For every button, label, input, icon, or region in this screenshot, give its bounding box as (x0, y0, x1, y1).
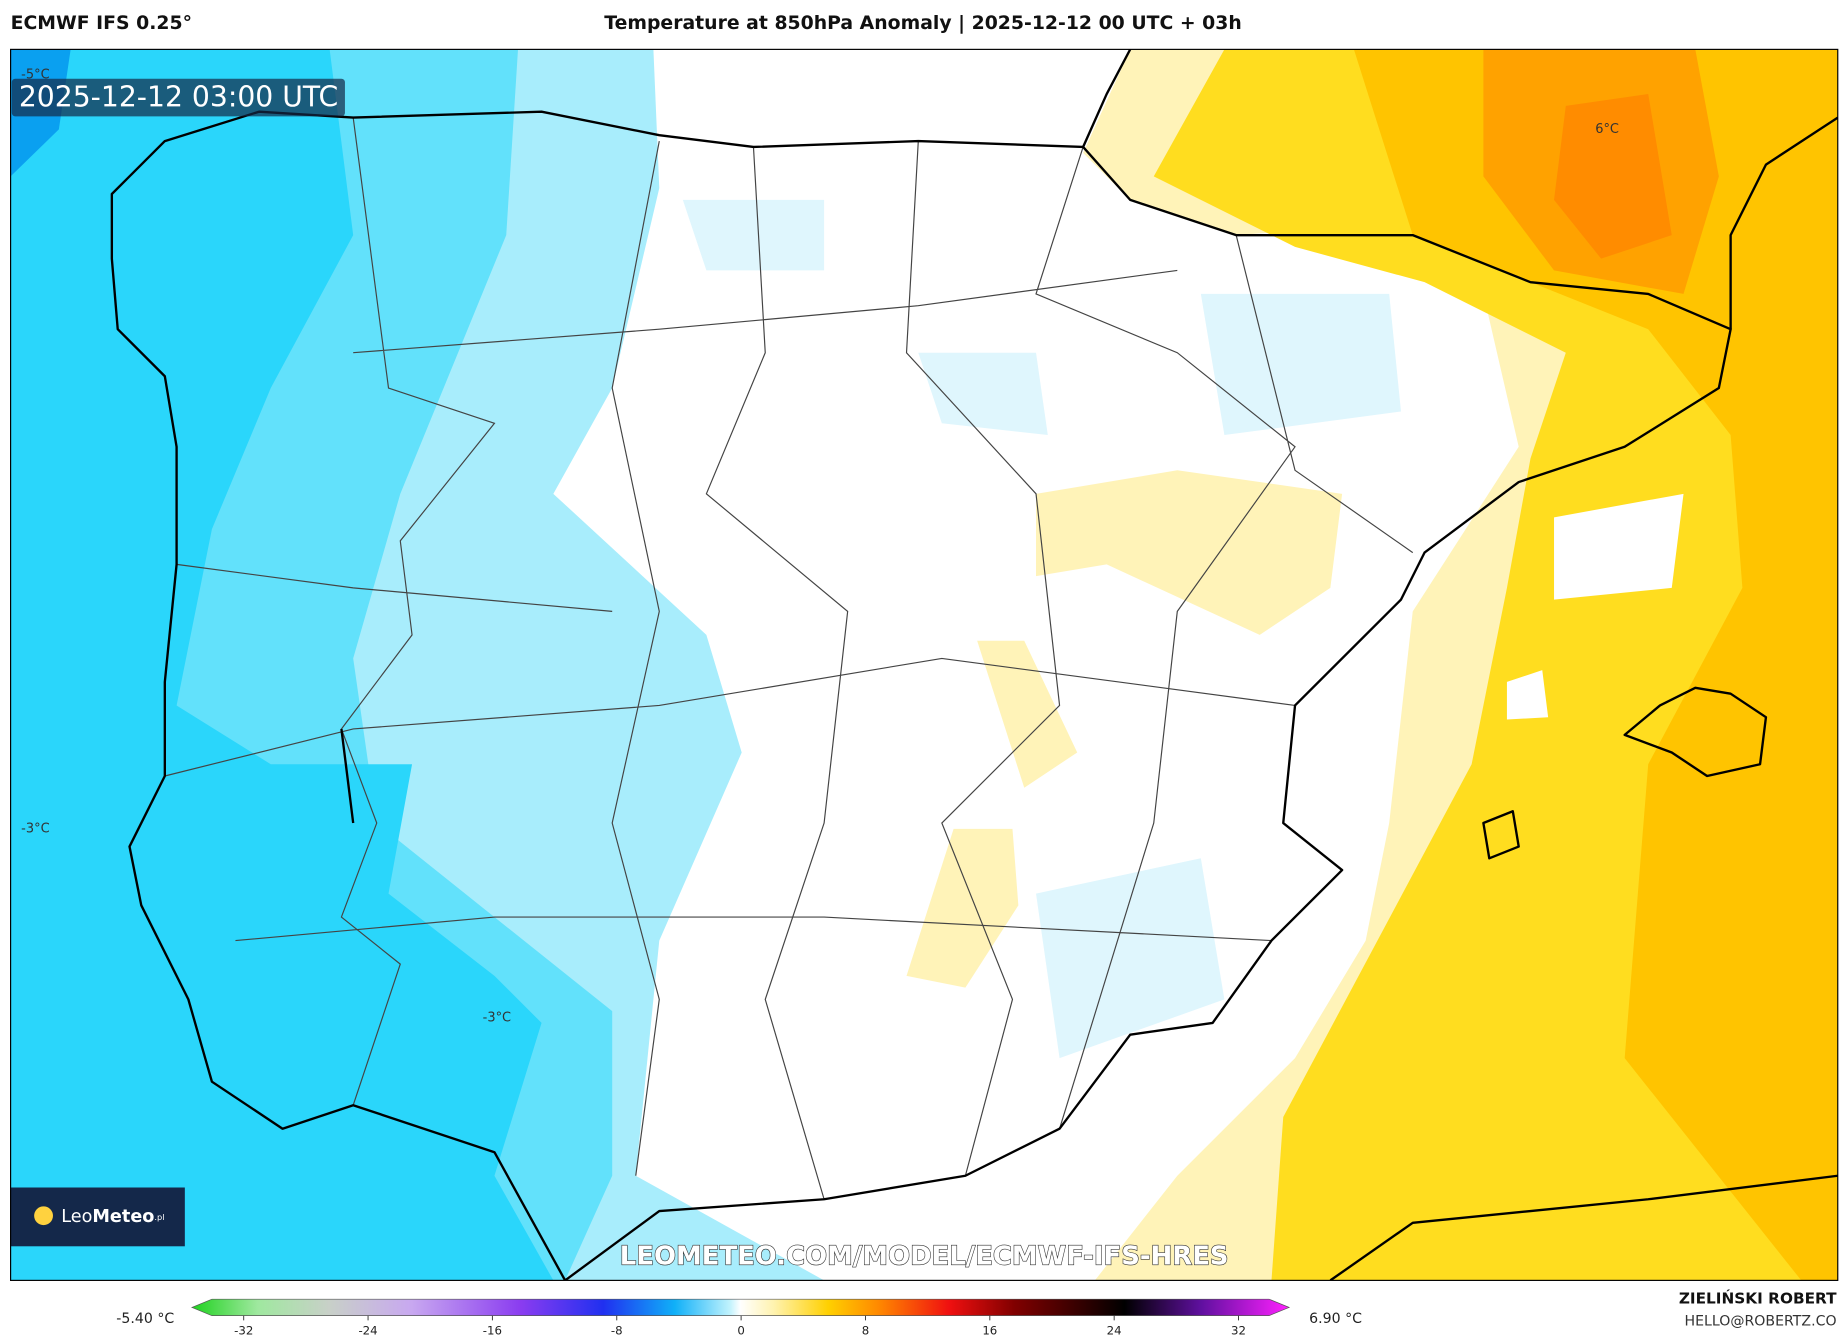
contour-label: -5°C (21, 68, 49, 83)
map-frame (10, 48, 1839, 1281)
colorbar-tick-label: 8 (862, 1323, 869, 1337)
island (1482, 686, 1768, 860)
colorbar: -5.40 °C 6.90 °C -32 -24 -16 -8 0 8 16 24 32 (116, 1298, 1362, 1337)
logo: LeoMeteo.pl (61, 1207, 164, 1227)
anomaly-area (1353, 49, 1838, 1281)
email: HELLO@ROBERTZ.CO (1685, 1314, 1837, 1330)
colorbar-tick-label: 32 (1231, 1323, 1246, 1337)
anomaly-area (906, 470, 1343, 988)
colorbar-tick-label: 0 (737, 1323, 744, 1337)
timestamp-box (11, 78, 345, 117)
colorbar-tick-label: -32 (234, 1323, 253, 1337)
min-value: -5.40 °C (116, 1311, 174, 1327)
coastline (1329, 1174, 1838, 1281)
coastline (110, 110, 1732, 1281)
colorbar-tick-label: -16 (483, 1323, 502, 1337)
anomaly-area (1554, 94, 1672, 259)
colorbar-tick-label: 16 (982, 1323, 997, 1337)
contour-label: -3°C (21, 821, 49, 836)
contour-label: -3°C (483, 1011, 511, 1026)
map-title: Temperature at 850hPa Anomaly | 2025-12-… (604, 13, 1242, 34)
colorbar-tick-label: -24 (358, 1323, 377, 1337)
logo-part: Leo (61, 1207, 92, 1227)
logo-part: .pl (154, 1211, 164, 1221)
coastline (340, 49, 1838, 824)
colorbar-bar (190, 1298, 1291, 1317)
max-value: 6.90 °C (1309, 1311, 1362, 1327)
timestamp: 2025-12-12 03:00 UTC (19, 81, 338, 114)
colorbar-tick-label: -8 (611, 1323, 623, 1337)
colorbar-tick-label: 24 (1107, 1323, 1122, 1337)
logo-part: Meteo (92, 1207, 154, 1227)
anomaly-area (1506, 493, 1684, 720)
region-border (164, 117, 1414, 1200)
watermark: LEOMETEO.COM/MODEL/ECMWF-IFS-HRES (620, 1241, 1229, 1271)
author: ZIELIŃSKI ROBERT (1679, 1289, 1837, 1308)
contour-label: 6°C (1595, 122, 1619, 137)
anomaly-area (682, 199, 1401, 1059)
logo-sun (34, 1206, 53, 1226)
model-name: ECMWF IFS 0.25° (11, 13, 192, 34)
map: 2025-12-12 03:00 UTC -5°C 6°C -3°C -3°C … (10, 49, 1838, 1281)
